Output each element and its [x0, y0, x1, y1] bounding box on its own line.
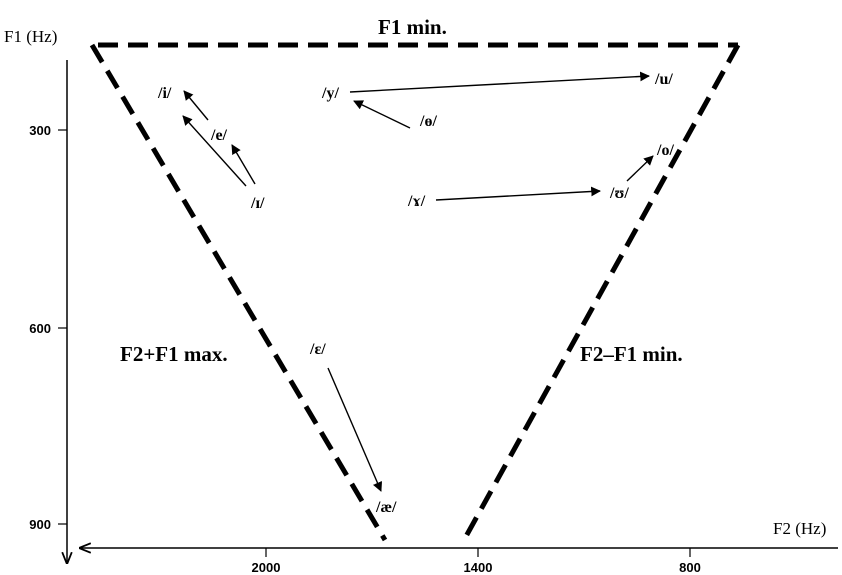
vowel-o: /o/ — [656, 142, 674, 159]
arrow-e-to-i — [183, 90, 209, 121]
label-f2-plus-f1-max: F2+F1 max. — [120, 342, 228, 366]
y-tick-label-300: 300 — [29, 123, 51, 138]
label-f1-min: F1 min. — [378, 15, 447, 39]
y-tick-label-900: 900 — [29, 517, 51, 532]
x-tick-label-800: 800 — [679, 560, 701, 575]
y-axis-title: F1 (Hz) — [4, 27, 57, 46]
arrow-barred-o-to-y — [353, 100, 411, 129]
x-tick-label-2000: 2000 — [252, 560, 281, 575]
arrow-epsilon-to-ae — [327, 367, 383, 492]
arrow-small-i-to-i — [182, 115, 247, 187]
vowel-ram-horns: /ɤ/ — [407, 193, 426, 210]
x-tick-label-1400: 1400 — [464, 560, 493, 575]
vowel-y: /y/ — [321, 85, 339, 102]
boundary-right-f2-minus-f1-min — [461, 43, 741, 542]
y-tick-label-600: 600 — [29, 321, 51, 336]
x-axis-title: F2 (Hz) — [773, 519, 826, 538]
vowel-barred-o: /ɵ/ — [419, 113, 437, 130]
label-f2-minus-f1-min: F2–F1 min. — [580, 342, 683, 366]
vowel-u: /u/ — [654, 71, 673, 88]
arrow-y-to-u — [349, 71, 650, 93]
vowel-upsilon: /ʊ/ — [609, 185, 629, 202]
vowel-small-capital-i: /ɪ/ — [250, 195, 265, 212]
arrow-upsilon-to-o — [626, 155, 654, 182]
vowel-ae: /æ/ — [375, 499, 397, 516]
boundary-left-f2-plus-f1-max — [89, 43, 388, 542]
arrow-small-i-to-e — [231, 144, 256, 185]
vowel-i: /i/ — [157, 85, 172, 102]
arrow-ram-horns-to-upsilon — [435, 186, 601, 201]
vowel-e: /e/ — [210, 127, 228, 144]
vowel-epsilon: /ɛ/ — [309, 341, 326, 358]
